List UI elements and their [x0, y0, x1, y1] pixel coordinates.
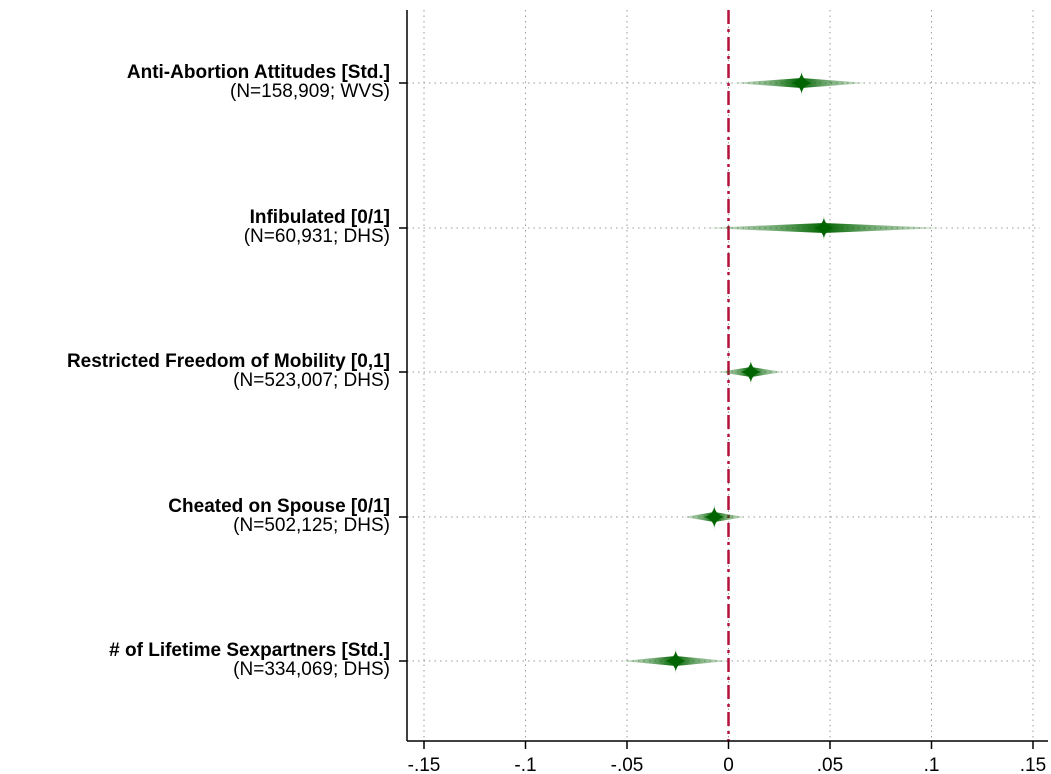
estimate-row-3: [683, 503, 745, 531]
estimate-point-3: [704, 507, 725, 527]
estimate-row-2: [718, 358, 784, 386]
row-label-3: Cheated on Spouse [0/1]: [168, 496, 390, 517]
row-label-1: Infibulated [0/1]: [250, 207, 390, 228]
estimate-point-0: [791, 73, 812, 93]
estimate-point-4: [665, 651, 686, 671]
row-sublabel-2: (N=523,007; DHS): [233, 370, 390, 391]
x-tick-label-3: 0: [723, 755, 734, 774]
row-labels: Anti-Abortion Attitudes [Std.](N=158,909…: [67, 62, 390, 680]
estimate-row-4: [620, 647, 729, 675]
row-sublabel-0: (N=158,909; WVS): [230, 81, 390, 102]
estimate-row-0: [732, 69, 867, 97]
estimate-row-1: [704, 214, 944, 242]
row-sublabel-1: (N=60,931; DHS): [244, 226, 390, 247]
row-sublabel-4: (N=334,069; DHS): [233, 659, 390, 680]
row-label-0: Anti-Abortion Attitudes [Std.]: [127, 62, 390, 83]
x-tick-label-2: -.05: [611, 755, 644, 774]
x-tick-label-1: -.1: [514, 755, 536, 774]
grid: [407, 10, 1040, 741]
estimates: [620, 69, 944, 675]
axes: -.15 -.1 -.05 0 .05 .1 .15: [399, 10, 1048, 774]
x-tick-label-6: .15: [1020, 755, 1046, 774]
row-label-2: Restricted Freedom of Mobility [0,1]: [67, 351, 390, 372]
x-tick-label-5: .1: [924, 755, 940, 774]
row-label-4: # of Lifetime Sexpartners [Std.]: [109, 640, 390, 661]
x-tick-label-4: .05: [817, 755, 843, 774]
row-sublabel-3: (N=502,125; DHS): [233, 515, 390, 536]
estimate-point-1: [813, 218, 834, 238]
x-tick-label-0: -.15: [408, 755, 441, 774]
estimate-point-2: [740, 362, 761, 382]
